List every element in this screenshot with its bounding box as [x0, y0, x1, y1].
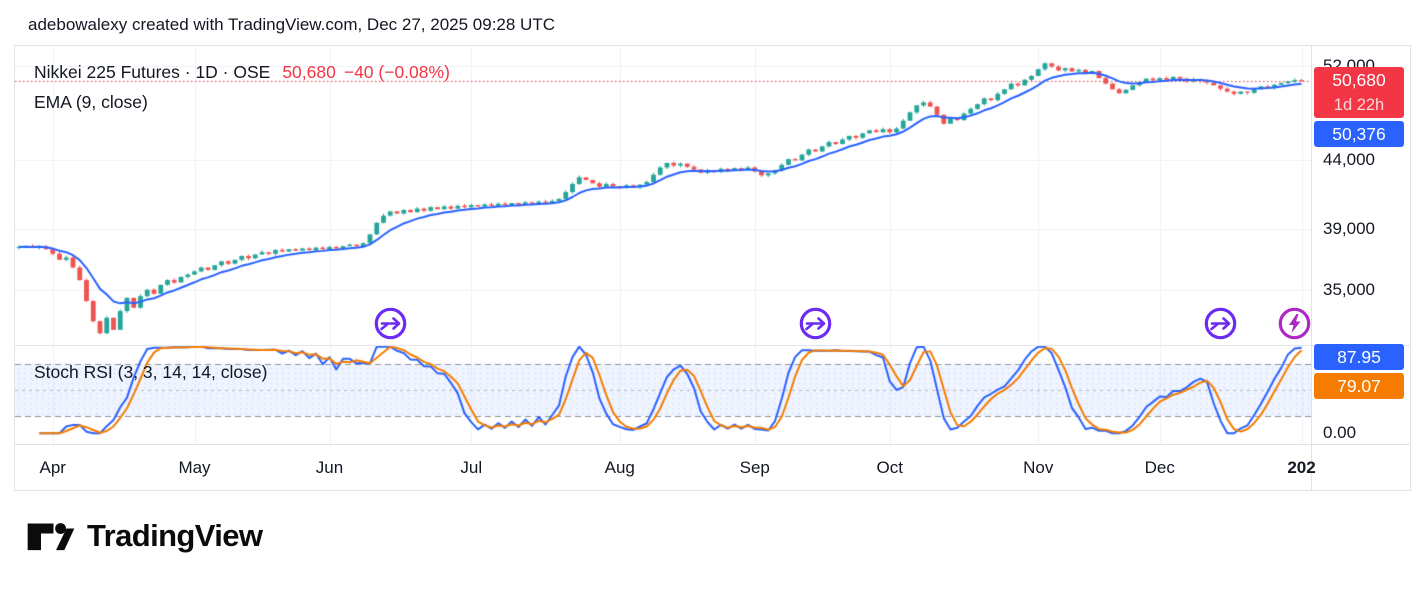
time-axis-label: Oct: [876, 458, 903, 477]
time-axis-label: Sep: [739, 458, 770, 477]
quote-last: 50,680: [282, 62, 336, 82]
time-axis-separator: [15, 444, 1410, 445]
time-axis-label: Nov: [1023, 458, 1054, 477]
merge-arrow-icon[interactable]: [372, 305, 409, 342]
last-price-badge: 50,680 1d 22h: [1314, 66, 1404, 118]
symbol-title[interactable]: Nikkei 225 Futures · 1D · OSE: [34, 62, 271, 82]
chart-frame: Nikkei 225 Futures · 1D · OSE 50,680 −40 (…: [14, 45, 1411, 491]
time-axis-label: Aug: [604, 458, 635, 477]
time-axis-label: Apr: [39, 458, 66, 477]
symbol-legend[interactable]: Nikkei 225 Futures · 1D · OSE 50,680 −40 (…: [34, 62, 450, 83]
merge-arrow-icon[interactable]: [797, 305, 834, 342]
ema-value-badge: 50,376: [1314, 120, 1404, 147]
time-axis-label: May: [178, 458, 211, 477]
price-axis-label: 44,000: [1323, 150, 1375, 170]
price-axis-label: 39,000: [1323, 218, 1375, 238]
quote-text: 50,680 −40 (−0.08%): [282, 62, 450, 82]
price-axis-label: 35,000: [1323, 279, 1375, 299]
time-axis-label: Jun: [315, 458, 344, 477]
tradingview-logo-icon: [27, 523, 75, 551]
stochrsi-zero-label: 0.00: [1323, 423, 1357, 443]
stochrsi-legend[interactable]: Stoch RSI (3, 3, 14, 14, close): [34, 362, 268, 382]
ema-legend[interactable]: EMA (9, close): [34, 92, 148, 112]
tradingview-logo[interactable]: TradingView: [26, 516, 263, 556]
bar-countdown: 1d 22h: [1333, 95, 1385, 114]
attribution-text: adebowalexy created with TradingView.com…: [28, 15, 555, 34]
panel-separator[interactable]: [15, 345, 1410, 346]
time-axis-label: Dec: [1144, 458, 1175, 477]
time-axis-label: 202: [1287, 458, 1316, 477]
tradingview-logo-text: TradingView: [87, 518, 263, 553]
stochrsi-d-badge: 79.07: [1314, 373, 1404, 400]
lightning-bolt-icon[interactable]: [1276, 305, 1313, 342]
price-axis-separator: [1311, 46, 1312, 490]
time-axis-label: Jul: [460, 458, 483, 477]
quote-change: −40 (−0.08%): [343, 62, 450, 82]
last-price-value: 50,680: [1332, 69, 1386, 90]
merge-arrow-icon[interactable]: [1202, 305, 1239, 342]
price-chart-canvas[interactable]: [15, 46, 1311, 444]
stochrsi-k-badge: 87.95: [1314, 344, 1404, 371]
